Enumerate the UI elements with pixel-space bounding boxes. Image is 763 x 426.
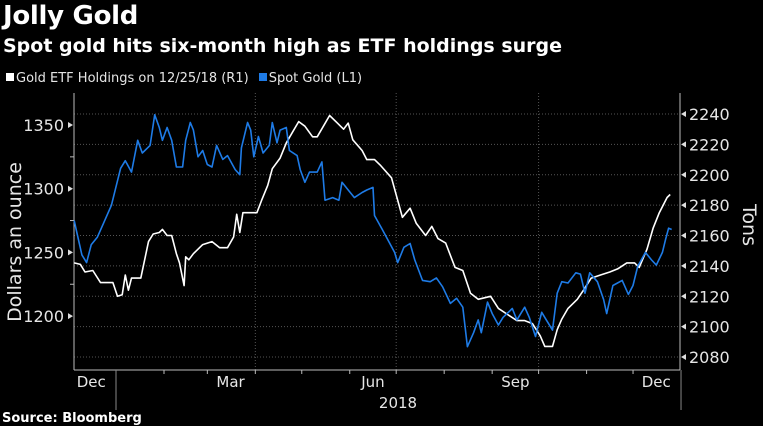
x-tick-label: Jun (360, 373, 384, 391)
y-right-tick (681, 111, 686, 117)
y-right-tick-label: 2200 (689, 166, 730, 185)
y-right-tick-label: 2180 (689, 196, 730, 215)
y-left-tick-label: 1300 (23, 180, 64, 199)
y-right-tick-label: 2120 (689, 287, 730, 306)
spot-gold-line (73, 114, 673, 348)
legend: Gold ETF Holdings on 12/25/18 (R1) Spot … (6, 71, 362, 86)
y-right-axis-label: Tons (738, 203, 760, 246)
x-tick-label: Mar (216, 373, 245, 391)
y-right-tick-label: 2240 (689, 105, 730, 124)
chart-subtitle: Spot gold hits six-month high as ETF hol… (3, 35, 563, 57)
y-right-tick-label: 2220 (689, 135, 730, 154)
legend-swatch-etf (6, 73, 14, 81)
source-note: Source: Bloomberg (2, 411, 142, 426)
y-left-tick-label: 1200 (23, 307, 64, 326)
y-right-tick-label: 2140 (689, 257, 730, 276)
x-tick-label: Sep (501, 373, 529, 391)
y-right-tick-label: 2160 (689, 227, 730, 246)
x-year-label: 2018 (379, 394, 417, 412)
y-right-tick (681, 262, 686, 269)
y-left-tick-label: 1250 (23, 243, 64, 262)
legend-item-etf: Gold ETF Holdings on 12/25/18 (R1) (6, 71, 249, 86)
chart-title: Jolly Gold (3, 1, 139, 31)
y-left-tick (68, 249, 73, 256)
y-left-tick (68, 313, 73, 320)
legend-label-etf: Gold ETF Holdings on 12/25/18 (R1) (16, 71, 249, 86)
y-right-tick (681, 323, 686, 330)
y-right-tick (681, 141, 686, 148)
y-left-tick-label: 1350 (23, 116, 64, 135)
y-left-tick (68, 122, 73, 128)
y-right-tick (681, 171, 686, 178)
y-right-tick (681, 293, 686, 300)
legend-swatch-spot (258, 73, 267, 81)
x-tick-label: Dec (642, 373, 671, 391)
y-right-tick (681, 202, 686, 209)
legend-label-spot: Spot Gold (L1) (268, 71, 363, 86)
y-right-tick-label: 2080 (689, 348, 730, 367)
y-right-tick (681, 354, 686, 361)
y-right-tick (681, 232, 686, 239)
x-tick-label: Dec (77, 373, 106, 391)
legend-item-spot: Spot Gold (L1) (258, 71, 363, 86)
y-right-tick-label: 2100 (689, 318, 730, 337)
y-left-tick (68, 185, 73, 192)
etf-holdings-line (74, 114, 671, 348)
y-left-axis-label: Dollars an ounce (4, 162, 26, 322)
